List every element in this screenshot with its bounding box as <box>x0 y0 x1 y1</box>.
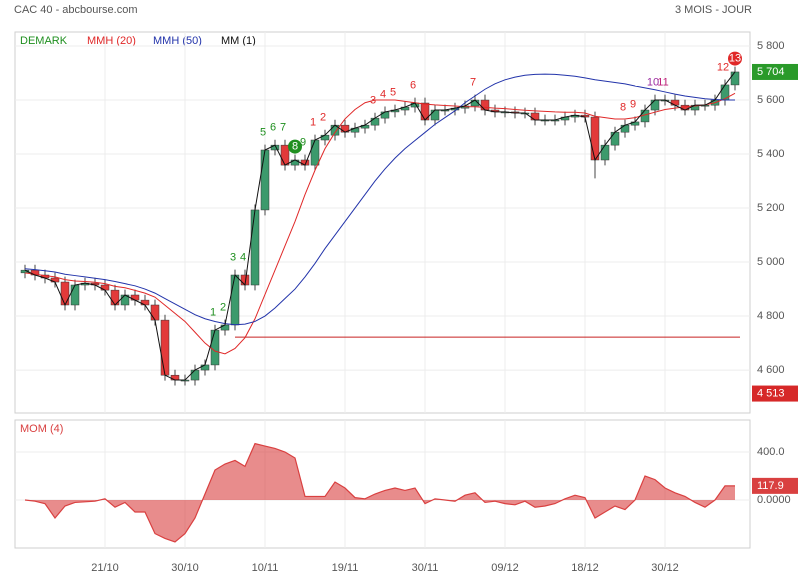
candle-body <box>670 99 680 106</box>
x-tick-label: 21/10 <box>91 562 119 574</box>
demark-label: 5 <box>260 127 266 139</box>
demark-label: 1 <box>210 307 216 319</box>
y-tick-label: 4 600 <box>757 364 785 376</box>
y-tick-label: 4 800 <box>757 310 785 322</box>
candle-body <box>430 109 440 121</box>
x-tick-label: 30/12 <box>651 562 679 574</box>
candle-body <box>530 112 540 121</box>
momentum-label: 117.9 <box>757 480 784 492</box>
demark-circle <box>288 139 302 154</box>
y-tick-label: 5 200 <box>757 202 785 214</box>
moving-average <box>24 92 736 355</box>
momentum-line <box>24 442 735 543</box>
candle-body <box>210 329 220 366</box>
candle-body <box>600 144 610 161</box>
demark-label: 10 <box>647 77 659 89</box>
candle-body <box>650 99 660 111</box>
candle-body <box>370 117 380 126</box>
legend-demark: DEMARK <box>20 35 68 47</box>
y-tick-label: 400.0 <box>757 446 785 458</box>
legend-ma50: MMH (50) <box>153 35 202 47</box>
demark-label: 8 <box>620 102 626 114</box>
x-tick-label: 30/11 <box>412 562 439 574</box>
candle-body <box>310 139 320 166</box>
moving-average <box>24 73 735 326</box>
price-panel <box>14 31 751 414</box>
x-tick-label: 30/10 <box>171 562 199 574</box>
candle-body <box>290 159 300 166</box>
demark-label: 9 <box>630 98 636 110</box>
candle-body <box>140 299 150 306</box>
x-tick-label: 18/12 <box>571 562 599 574</box>
candle-body <box>380 111 390 119</box>
demark-label: 2 <box>220 301 226 313</box>
demark-label: 8 <box>292 140 298 152</box>
demark-label: 5 <box>390 87 396 99</box>
candle-body <box>720 84 730 101</box>
candle-body <box>320 134 330 141</box>
candle-body <box>730 71 740 86</box>
demark-label: 11 <box>657 77 668 89</box>
demark-label: 4 <box>380 88 386 100</box>
momentum-panel <box>14 419 751 549</box>
candle-body <box>170 374 180 381</box>
chart-subtitle: 3 MOIS - JOUR <box>675 4 752 16</box>
x-tick-label: 19/11 <box>332 562 359 574</box>
candle-body <box>620 124 630 133</box>
candle-body <box>230 274 240 326</box>
demark-label: 1 <box>310 117 316 129</box>
y-tick-label: 5 400 <box>757 148 785 160</box>
candle-body <box>190 369 200 381</box>
candle-body <box>220 324 230 331</box>
close-line <box>24 71 736 381</box>
demark-label: 12 <box>717 61 729 73</box>
candle-body <box>100 284 110 291</box>
candle-body <box>590 116 600 161</box>
candle-body <box>480 99 490 111</box>
x-tick-label: 09/12 <box>491 562 519 574</box>
momentum-label-box <box>752 477 798 494</box>
demark-label: 9 <box>300 136 306 148</box>
demark-label: 7 <box>470 77 476 89</box>
demark-label: 3 <box>370 95 376 107</box>
demark-label: 3 <box>230 252 236 264</box>
y-tick-label: 0.0000 <box>757 494 791 506</box>
price-label-box <box>752 385 798 402</box>
y-tick-label: 5 000 <box>757 256 785 268</box>
candle-body <box>70 284 80 306</box>
candle-body <box>130 294 140 301</box>
legend-ma20: MMH (20) <box>87 35 136 47</box>
demark-circle <box>728 51 742 66</box>
candle-body <box>280 144 290 166</box>
momentum-title: MOM (4) <box>20 423 63 435</box>
candle-body <box>60 281 70 306</box>
demark-label: 6 <box>410 80 416 92</box>
y-tick-label: 5 800 <box>757 40 785 52</box>
demark-label: 6 <box>270 122 276 134</box>
demark-label: 2 <box>320 112 326 124</box>
candle-body <box>250 209 260 286</box>
demark-label: 13 <box>729 52 741 64</box>
price-label: 4 513 <box>757 387 785 399</box>
legend-close: MM (1) <box>221 35 256 47</box>
demark-label: 7 <box>280 122 286 134</box>
candle-body <box>610 131 620 146</box>
candle-body <box>160 319 170 376</box>
chart-title: CAC 40 - abcbourse.com <box>14 4 138 16</box>
x-tick-label: 10/11 <box>252 562 279 574</box>
price-label: 5 704 <box>757 66 785 78</box>
candle-body <box>260 149 270 211</box>
candle-body <box>200 364 210 371</box>
y-tick-label: 5 600 <box>757 94 785 106</box>
candle-body <box>150 304 160 321</box>
price-label-box <box>752 63 798 80</box>
demark-label: 4 <box>240 252 246 264</box>
